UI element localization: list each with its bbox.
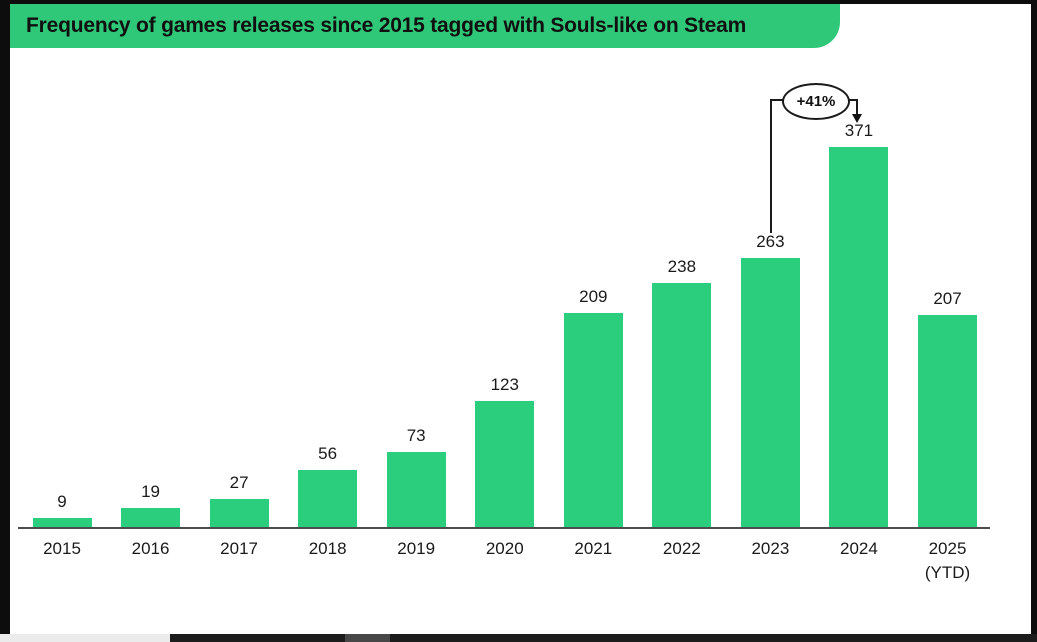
bar-2025 [918,315,977,527]
x-tick-label-2018: 2018 [308,539,347,558]
scrollbar-thumb[interactable] [0,634,170,642]
annotation-connector-vertical-left [770,99,772,233]
bar-2019 [386,452,446,527]
bar-value-label: 9 [57,492,67,511]
bar-value-label: 238 [667,257,697,276]
annotation-connector-horizontal-left [770,99,784,101]
bottom-scrollbar-track [0,634,1037,642]
bar-value-label: 371 [844,121,874,140]
chart-title-banner: Frequency of games releases since 2015 t… [10,4,840,48]
x-tick-label-2021: 2021 [574,539,613,558]
bar-2020 [475,401,535,527]
bar-value-label: 263 [756,232,785,251]
bar-2022 [652,283,712,527]
bar-value-label: 123 [490,375,519,394]
x-tick-label-2015: 2015 [43,539,81,558]
x-tick-label-2025: 2025 (YTD) [900,537,996,585]
x-tick-label-2017: 2017 [220,539,258,558]
bar-2017 [209,499,269,527]
bar-value-label: 19 [141,482,160,501]
chart-page: Frequency of games releases since 2015 t… [10,4,1031,634]
bar-value-label: 207 [933,289,962,308]
annotation-connector-horizontal-right [848,99,858,101]
bar-2023 [740,258,800,527]
scrollbar-segment [345,634,390,642]
x-tick-label-2022: 2022 [662,539,701,558]
bar-value-label: 73 [406,426,426,445]
x-tick-sublabel: (YTD) [924,563,971,582]
bar-2021 [563,313,623,527]
chart-title: Frequency of games releases since 2015 t… [26,14,747,37]
annotation-bubble: +41% [782,83,850,120]
bar-value-label: 56 [318,444,338,463]
bar-chart: 9 2015 19 2016 27 2017 56 2018 73 2019 123 2020 209 2… [10,4,1031,634]
bar-2024 [829,147,889,527]
bar-value-label: 27 [229,473,249,492]
x-tick-label-2024: 2024 [840,539,878,558]
bar-2016 [121,508,181,527]
bar-2018 [298,470,358,527]
annotation-arrowhead-icon [852,114,862,123]
x-tick-label-2016: 2016 [131,539,170,558]
annotation-connector-vertical-right [856,99,858,115]
x-axis-line [18,527,990,529]
x-tick-label-2020: 2020 [485,539,524,558]
bar-2015 [32,518,92,527]
x-tick-label-2023: 2023 [751,539,790,558]
x-tick-label-2019: 2019 [397,539,436,558]
bar-value-label: 209 [579,287,608,306]
annotation-text: +41% [796,93,836,110]
